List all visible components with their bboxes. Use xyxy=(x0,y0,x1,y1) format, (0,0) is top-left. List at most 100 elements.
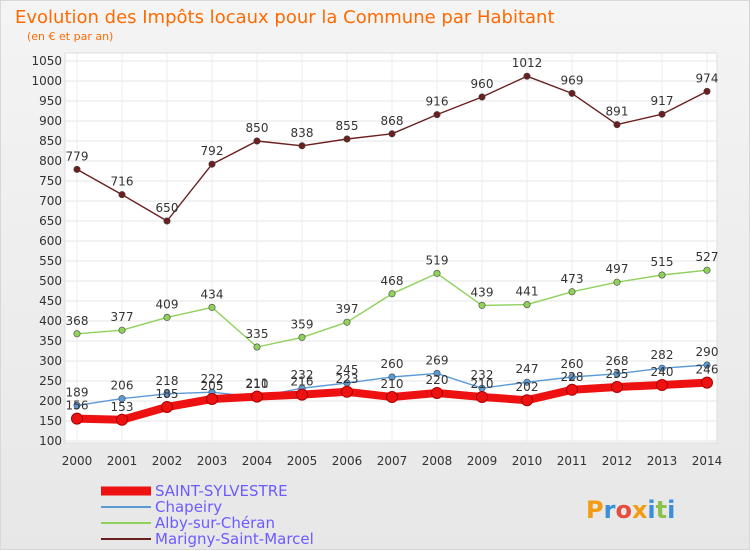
data-label: 269 xyxy=(426,353,449,367)
series-point xyxy=(163,390,171,398)
series-point xyxy=(251,390,263,403)
x-tick-label: 2005 xyxy=(287,454,318,468)
series-point xyxy=(388,130,396,138)
data-label: 497 xyxy=(606,262,629,276)
logo-letter: i xyxy=(667,496,675,524)
series-point xyxy=(298,142,306,150)
series-point xyxy=(568,288,576,296)
x-tick-label: 2008 xyxy=(422,454,453,468)
data-label: 850 xyxy=(246,121,269,135)
series-point xyxy=(703,87,711,95)
data-label: 246 xyxy=(696,363,719,377)
data-label: 185 xyxy=(156,387,179,401)
x-tick-label: 2014 xyxy=(692,454,723,468)
series-point xyxy=(253,343,261,351)
y-tick-label: 950 xyxy=(39,94,62,108)
series-point xyxy=(701,376,713,389)
series-point xyxy=(433,269,441,277)
legend-label: Marigny-Saint-Marcel xyxy=(155,530,314,548)
data-label: 202 xyxy=(516,380,539,394)
series-point xyxy=(658,364,666,372)
series-point xyxy=(433,111,441,119)
x-tick-label: 2000 xyxy=(62,454,93,468)
series-point xyxy=(476,391,488,403)
data-label: 359 xyxy=(291,317,314,331)
data-label: 235 xyxy=(606,367,629,381)
data-label: 260 xyxy=(381,357,404,371)
series-point xyxy=(343,318,351,326)
data-label: 527 xyxy=(696,250,719,264)
data-label: 792 xyxy=(201,144,224,158)
data-label: 960 xyxy=(471,77,494,91)
x-tick-label: 2013 xyxy=(647,454,678,468)
series-point xyxy=(568,89,576,97)
series-point xyxy=(568,373,576,381)
data-label: 473 xyxy=(561,272,584,286)
series-point xyxy=(73,165,81,173)
series-point xyxy=(206,393,218,405)
series-point xyxy=(208,303,216,311)
y-tick-label: 200 xyxy=(39,394,62,408)
logo-letter: x xyxy=(632,496,648,524)
series-point xyxy=(523,301,531,309)
data-label: 216 xyxy=(291,375,314,389)
data-label: 245 xyxy=(336,363,359,377)
legend-label: Alby-sur-Chéran xyxy=(155,514,275,532)
data-label: 335 xyxy=(246,327,269,341)
chart-subtitle: (en € et par an) xyxy=(27,30,113,43)
data-label: 368 xyxy=(66,314,89,328)
y-tick-label: 450 xyxy=(39,294,62,308)
series-point xyxy=(431,387,443,399)
data-label: 210 xyxy=(381,377,404,391)
chart-title: Evolution des Impôts locaux pour la Comm… xyxy=(15,7,555,28)
series-point xyxy=(341,385,353,398)
series-point xyxy=(388,373,396,381)
series-point xyxy=(658,110,666,118)
y-tick-label: 400 xyxy=(39,314,62,328)
y-tick-label: 850 xyxy=(39,134,62,148)
series-point xyxy=(613,121,621,129)
y-tick-label: 700 xyxy=(39,194,62,208)
x-tick-label: 2011 xyxy=(557,454,588,468)
series-point xyxy=(298,333,306,341)
data-label: 468 xyxy=(381,274,404,288)
x-tick-label: 2001 xyxy=(107,454,138,468)
data-label: 156 xyxy=(66,399,89,413)
data-label: 916 xyxy=(426,95,449,109)
data-label: 247 xyxy=(516,362,539,376)
data-label: 716 xyxy=(111,175,134,189)
data-label: 240 xyxy=(651,365,674,379)
legend: SAINT-SYLVESTREChapeiryAlby-sur-ChéranMa… xyxy=(101,482,314,548)
series-point xyxy=(161,401,173,413)
data-label: 223 xyxy=(336,372,359,386)
data-label: 1012 xyxy=(512,56,543,70)
series-point xyxy=(118,395,126,403)
y-tick-label: 150 xyxy=(39,414,62,428)
data-label: 515 xyxy=(651,255,674,269)
series-point xyxy=(613,278,621,286)
data-label: 855 xyxy=(336,119,359,133)
data-label: 974 xyxy=(696,71,719,85)
series-point xyxy=(613,370,621,378)
data-label: 441 xyxy=(516,285,539,299)
data-label-layer: 779 716 650 792 850 838 855 868 916 960 1012 969 891… xyxy=(66,56,719,414)
data-label: 210 xyxy=(246,377,269,391)
series-point xyxy=(523,72,531,80)
data-label: 189 xyxy=(66,385,89,399)
series-point xyxy=(296,388,308,401)
data-label: 650 xyxy=(156,201,179,215)
series-point xyxy=(433,369,441,377)
data-label: 282 xyxy=(651,348,674,362)
series-point xyxy=(523,378,531,386)
logo-letter: r xyxy=(604,496,616,524)
data-label: 206 xyxy=(111,379,134,393)
data-label: 210 xyxy=(471,377,494,391)
data-label: 232 xyxy=(291,368,314,382)
y-tick-label: 1050 xyxy=(31,54,62,68)
data-label: 969 xyxy=(561,73,584,87)
x-tick-label: 2007 xyxy=(377,454,408,468)
y-tick-label: 300 xyxy=(39,354,62,368)
data-label: 205 xyxy=(201,379,224,393)
data-label: 218 xyxy=(156,374,179,388)
